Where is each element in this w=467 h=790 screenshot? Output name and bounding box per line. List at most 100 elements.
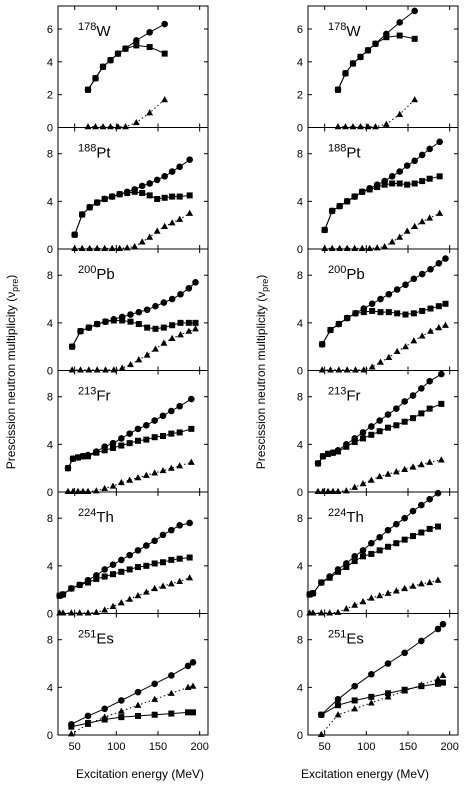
triangle-point [84, 487, 92, 495]
square-point [396, 32, 403, 39]
circle-point [186, 519, 193, 527]
square-point [133, 42, 140, 49]
square-point [70, 455, 76, 462]
circle-point [409, 392, 417, 399]
triangle-point [358, 244, 366, 252]
square-point [418, 410, 425, 417]
triangle-point [327, 366, 334, 373]
left-panel-es: 0 4 8 50 100 150 200 251Es [47, 613, 209, 753]
circle-point [185, 285, 193, 292]
square-point [357, 53, 364, 60]
triangle-point [107, 123, 114, 130]
y-tick-label: 4 [297, 196, 303, 208]
square-point [168, 710, 175, 717]
triangle-point [85, 366, 93, 373]
circle-series-line [71, 282, 196, 347]
y-tick-label: 2 [297, 90, 303, 102]
triangle-point [101, 713, 109, 720]
triangle-point [84, 720, 92, 727]
y-tick-label: 2 [47, 90, 53, 102]
square-point [419, 178, 426, 185]
circle-point [426, 145, 433, 153]
y-tick-label: 4 [47, 318, 53, 330]
triangle-point [117, 707, 125, 714]
nucleus-symbol: Pt [346, 145, 361, 162]
triangle-point [77, 366, 84, 373]
circle-point [418, 385, 425, 392]
square-series [306, 523, 441, 598]
square-point [351, 558, 358, 565]
nucleus-symbol: Pb [96, 266, 114, 283]
square-point [427, 305, 434, 312]
circle-point [189, 659, 197, 666]
square-point [389, 180, 396, 187]
triangle-series-line [338, 99, 416, 128]
square-point [127, 318, 134, 325]
circle-series [334, 7, 418, 94]
y-tick-label: 0 [297, 487, 303, 499]
x-tick-label: 50 [69, 741, 81, 753]
nucleus-mass: 188 [78, 143, 96, 155]
nucleus-label: 213Fr [78, 386, 111, 405]
square-point [151, 434, 158, 441]
triangle-point [351, 601, 359, 608]
circle-point [368, 539, 375, 547]
square-point [326, 574, 333, 581]
square-point [343, 564, 350, 571]
circle-point [396, 19, 403, 26]
square-point [310, 590, 316, 597]
circle-point [434, 489, 442, 497]
triangle-point [67, 730, 75, 737]
circle-point [401, 514, 408, 522]
square-point [426, 525, 433, 532]
square-point [94, 321, 101, 328]
panel-frame [57, 613, 209, 736]
square-point [402, 311, 409, 318]
square-point [368, 693, 375, 700]
triangle-point [160, 339, 168, 346]
y-tick-label: 0 [297, 366, 303, 378]
circle-point [368, 300, 376, 308]
y-tick-label: 8 [47, 270, 53, 282]
circle-point [385, 290, 393, 298]
nucleus-symbol: Es [346, 631, 364, 648]
triangle-point [186, 209, 194, 216]
right-panel-fr: 0 4 8 213Fr [297, 370, 459, 499]
square-point [186, 192, 193, 199]
nucleus-label: 224Th [328, 507, 364, 526]
square-point [68, 723, 75, 730]
triangle-point [439, 671, 447, 679]
triangle-series [67, 682, 197, 737]
square-point [186, 554, 193, 561]
square-point [124, 190, 131, 197]
triangle-point [186, 574, 194, 581]
y-tick-label: 8 [297, 635, 303, 647]
right-panel-w: 0 2 4 6 178W [297, 5, 459, 135]
circle-point [151, 537, 158, 545]
nucleus-symbol: W [346, 23, 361, 40]
square-point [350, 60, 356, 67]
square-point [410, 415, 416, 422]
triangle-point [402, 343, 409, 350]
triangle-series-line [59, 577, 190, 614]
triangle-point [359, 597, 367, 605]
square-point [146, 44, 153, 51]
square-point [438, 400, 445, 407]
x-tick-label: 150 [399, 741, 417, 753]
triangle-point [109, 602, 117, 609]
square-series-line [309, 526, 439, 595]
triangle-series [64, 458, 195, 495]
square-point [139, 190, 146, 197]
triangle-point [151, 469, 159, 476]
square-point [306, 591, 313, 598]
square-point [320, 453, 326, 460]
triangle-point [381, 243, 389, 250]
square-point [342, 70, 349, 77]
triangle-point [401, 687, 409, 694]
circle-point [377, 295, 384, 303]
triangle-point [342, 123, 349, 130]
square-point [385, 543, 391, 550]
nucleus-label: 251Es [78, 629, 114, 648]
circle-point [434, 625, 442, 633]
